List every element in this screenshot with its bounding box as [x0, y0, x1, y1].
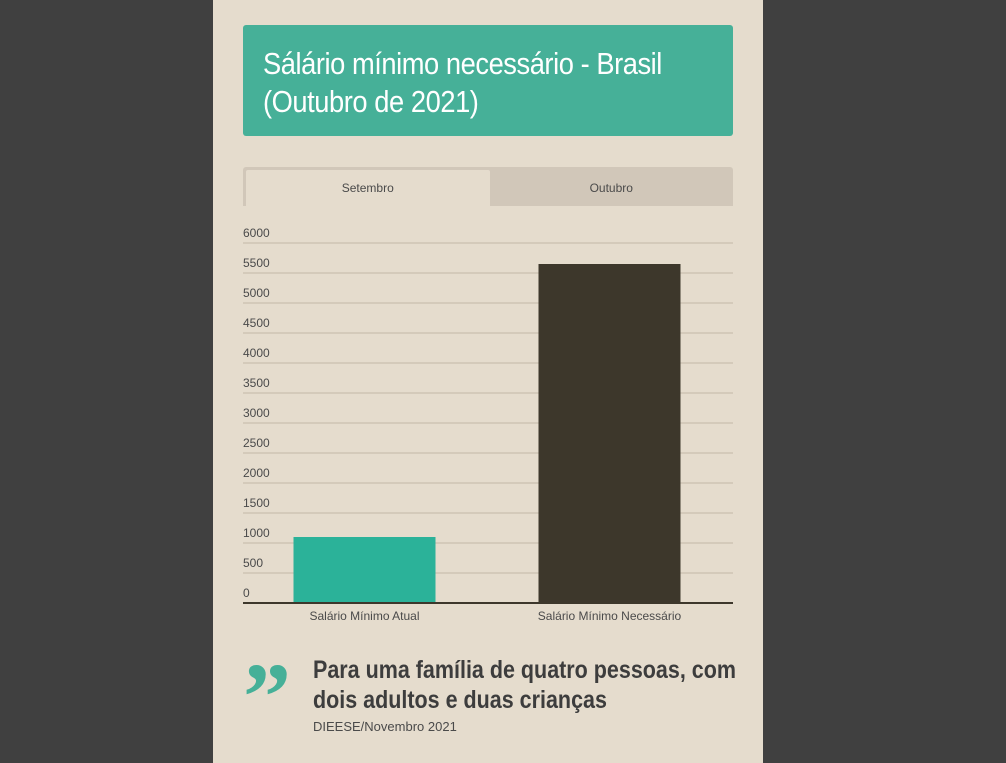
bar-chart: 0 500 1000 1500 2000 2500 3000 3500 4000 4500 5000…: [243, 226, 733, 623]
bar: [538, 264, 681, 603]
x-tick-label: Salário Mínimo Atual: [309, 609, 419, 623]
y-tick-label: 500: [243, 556, 263, 570]
y-tick-label: 2000: [243, 466, 270, 480]
tab-outubro[interactable]: Outubro: [589, 181, 633, 195]
y-tick-label: 1000: [243, 526, 270, 540]
quote-mark-icon: ”: [243, 643, 291, 750]
month-tabs: Setembro Outubro: [243, 167, 733, 206]
infographic-card: Sálário mínimo necessário - Brasil (Outu…: [213, 0, 763, 763]
y-tick-label: 3500: [243, 376, 270, 390]
title-banner: Sálário mínimo necessário - Brasil (Outu…: [243, 25, 733, 136]
tab-setembro[interactable]: Setembro: [246, 170, 490, 206]
y-tick-label: 2500: [243, 436, 270, 450]
quote-text: Para uma família de quatro pessoas, com …: [313, 656, 736, 714]
y-tick-label: 4000: [243, 346, 270, 360]
chart-title: Sálário mínimo necessário - Brasil (Outu…: [263, 46, 662, 119]
y-tick-label: 1500: [243, 496, 270, 510]
y-tick-label: 6000: [243, 226, 270, 240]
quote-source: DIEESE/Novembro 2021: [313, 719, 457, 734]
y-tick-label: 0: [243, 586, 250, 600]
y-tick-label: 3000: [243, 406, 270, 420]
y-tick-label: 4500: [243, 316, 270, 330]
y-tick-label: 5000: [243, 286, 270, 300]
y-tick-label: 5500: [243, 256, 270, 270]
bar: [293, 537, 436, 603]
x-tick-label: Salário Mínimo Necessário: [538, 609, 682, 623]
